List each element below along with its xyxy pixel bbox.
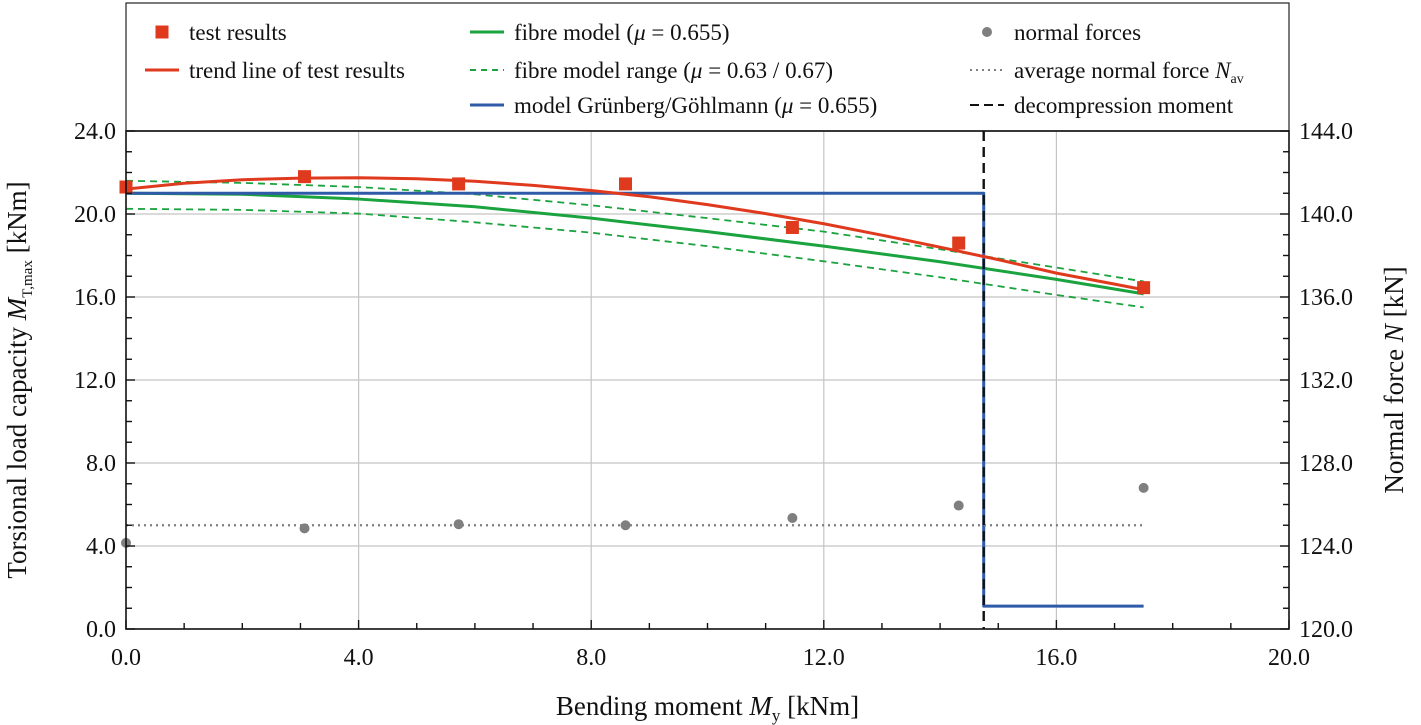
y2-tick-label: 120.0 (1299, 617, 1353, 643)
test-result-point (785, 220, 799, 234)
legend-item: decompression moment (970, 93, 1234, 118)
x-tick-label: 12.0 (803, 645, 845, 671)
legend-item: fibre model range (μ = 0.63 / 0.67) (470, 58, 833, 83)
legend-item: trend line of test results (145, 58, 405, 83)
series-fibre-model-range-lower-0-63 (125, 207, 1144, 309)
x-tick-label: 16.0 (1035, 645, 1077, 671)
y2-tick-label: 124.0 (1299, 534, 1353, 560)
y2-tick-label: 144.0 (1299, 119, 1353, 145)
legend-label: trend line of test results (189, 58, 405, 83)
y2-tick-label: 136.0 (1299, 285, 1353, 311)
normal-force-point (1138, 482, 1149, 493)
normal-force-point (787, 512, 798, 523)
legend-label: fibre model range (μ = 0.63 / 0.67) (514, 58, 833, 83)
y-tick-label: 12.0 (74, 368, 116, 394)
test-result-point (452, 177, 466, 191)
x-tick-label: 4.0 (344, 645, 374, 671)
legend-label: fibre model (μ = 0.655) (514, 20, 730, 45)
legend-label: model Grünberg/Göhlmann (μ = 0.655) (514, 93, 877, 118)
normal-force-point (453, 519, 464, 530)
y-tick-label: 20.0 (74, 202, 116, 228)
normal-force-point (953, 500, 964, 511)
series-model-gr-nberg-g-hlmann-0-655 (126, 191, 1144, 608)
legend-marker-circle (982, 27, 992, 37)
y2-tick-label: 128.0 (1299, 451, 1353, 477)
y2-tick-label: 132.0 (1299, 368, 1353, 394)
legend-frame (125, 2, 1290, 132)
y-tick-label: 16.0 (74, 285, 116, 311)
y2-axis-title: Normal force N [kN] (1379, 266, 1409, 493)
test-result-point (952, 236, 966, 250)
y2-tick-label: 140.0 (1299, 202, 1353, 228)
x-tick-label: 20.0 (1268, 645, 1310, 671)
y-tick-label: 4.0 (86, 534, 116, 560)
x-tick-label: 0.0 (111, 645, 141, 671)
legend-label: decompression moment (1014, 93, 1234, 118)
y-tick-label: 8.0 (86, 451, 116, 477)
axis-labels: Bending moment My [kNm] Torsional load ca… (2, 181, 1409, 725)
legend-marker-square (155, 25, 169, 39)
test-result-point (1137, 281, 1151, 295)
x-axis-title: Bending moment My [kNm] (556, 691, 859, 725)
y-axis-title: Torsional load capacity MT,max [kNm] (2, 181, 36, 578)
legend-item: normal forces (982, 20, 1141, 45)
axes: 0.0 4.0 8.0 12.0 16.0 20.0 0.0 4.0 8.0 12.0 16.0 20… (74, 119, 1353, 671)
y-tick-label: 24.0 (74, 119, 116, 145)
legend-item: average normal force Nav (970, 58, 1244, 87)
legend-item: test results (155, 20, 287, 45)
legend: test results trend line of test results fi… (125, 2, 1290, 132)
legend-label: average normal force Nav (1014, 58, 1244, 87)
normal-force-point (620, 520, 631, 531)
y-tick-label: 0.0 (86, 617, 116, 643)
test-result-point (298, 170, 312, 184)
legend-item: model Grünberg/Göhlmann (μ = 0.655) (470, 93, 877, 118)
series-fibre-model-0-655 (125, 191, 1144, 296)
legend-label: normal forces (1014, 20, 1141, 45)
plot-series (119, 131, 1151, 629)
x-tick-label: 8.0 (576, 645, 606, 671)
legend-item: fibre model (μ = 0.655) (470, 20, 730, 45)
legend-label: test results (189, 20, 287, 45)
grid (126, 131, 1289, 629)
test-result-point (619, 177, 633, 191)
normal-force-point (299, 523, 310, 534)
